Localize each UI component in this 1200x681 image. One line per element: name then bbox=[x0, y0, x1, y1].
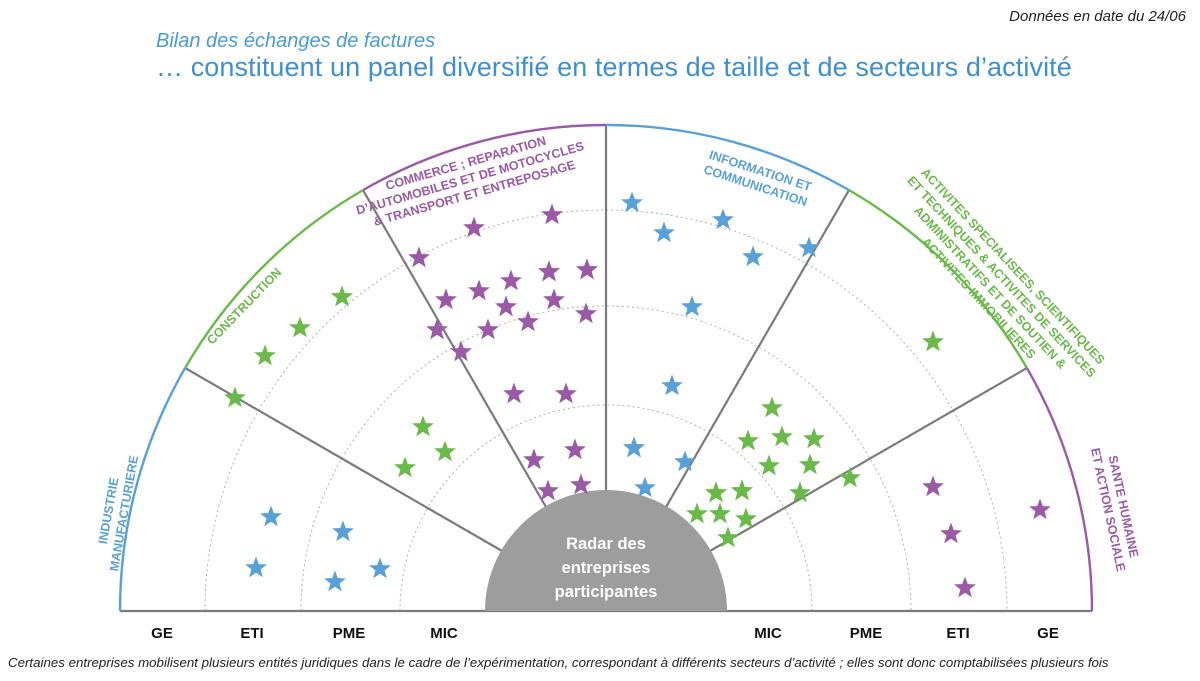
star-industrie-pme bbox=[332, 520, 354, 542]
star-construction-ge bbox=[224, 386, 246, 408]
star-activites-pme bbox=[799, 453, 821, 475]
star-activites-mic bbox=[735, 507, 757, 529]
star-construction-mic bbox=[434, 440, 456, 462]
star-construction-ge bbox=[331, 285, 353, 307]
sector-divider bbox=[708, 367, 1028, 553]
star-sante-eti bbox=[922, 475, 944, 497]
star-information-mic bbox=[623, 436, 645, 458]
star-information-ge bbox=[712, 208, 734, 230]
star-activites-pme bbox=[803, 427, 825, 449]
star-commerce-eti bbox=[517, 310, 539, 332]
star-activites-pme bbox=[789, 481, 811, 503]
page-subtitle: Bilan des échanges de factures bbox=[156, 30, 436, 52]
size-ring bbox=[399, 404, 813, 612]
star-information-pme bbox=[661, 374, 683, 396]
center-label-line: Radar des bbox=[566, 535, 646, 553]
sector-label-line: CONSTRUCTION bbox=[204, 265, 284, 347]
size-label-left: ETI bbox=[240, 625, 263, 642]
star-activites-pme bbox=[758, 454, 780, 476]
star-information-ge bbox=[742, 245, 764, 267]
star-sante-ge bbox=[1029, 498, 1051, 520]
star-construction-ge bbox=[254, 344, 276, 366]
star-activites-mic bbox=[709, 502, 731, 524]
sector-divider bbox=[664, 189, 850, 509]
size-label-right: GE bbox=[1037, 625, 1059, 642]
center-label-line: entreprises bbox=[562, 559, 651, 577]
star-commerce-mic bbox=[570, 473, 592, 495]
star-commerce-mic bbox=[564, 438, 586, 460]
sector-label-construction: CONSTRUCTION bbox=[204, 265, 284, 347]
star-construction-mic bbox=[394, 456, 416, 478]
star-construction-mic bbox=[412, 415, 434, 437]
star-information-ge bbox=[621, 191, 643, 213]
star-commerce-eti bbox=[408, 246, 430, 268]
star-information-mic bbox=[674, 450, 696, 472]
star-information-mic bbox=[634, 476, 656, 498]
star-activites-pme bbox=[737, 429, 759, 451]
sector-arc-construction bbox=[184, 189, 364, 369]
star-commerce-eti bbox=[477, 318, 499, 340]
sector-arc-sante bbox=[1025, 367, 1094, 612]
star-information-eti bbox=[681, 295, 703, 317]
sector-arc-commerce bbox=[362, 123, 607, 192]
size-label-right: ETI bbox=[946, 625, 969, 642]
star-commerce-eti bbox=[495, 295, 517, 317]
star-industrie-pme bbox=[369, 557, 391, 579]
page-title: … constituent un panel diversifié en ter… bbox=[156, 52, 1072, 82]
footnote: Certaines entreprises mobilisent plusieu… bbox=[8, 655, 1109, 670]
star-construction-ge bbox=[289, 316, 311, 338]
size-label-left: MIC bbox=[430, 625, 458, 642]
size-label-left: GE bbox=[151, 625, 173, 642]
star-commerce-ge bbox=[541, 203, 563, 225]
star-commerce-ge bbox=[463, 216, 485, 238]
star-information-ge bbox=[653, 221, 675, 243]
sector-arc-industrie bbox=[118, 367, 187, 612]
size-label-left: PME bbox=[333, 625, 366, 642]
center-hub bbox=[485, 490, 727, 611]
star-commerce-eti bbox=[468, 279, 490, 301]
sector-label-line: ET TECHNIQUES & ACTIVITES DE SERVICES bbox=[904, 174, 1098, 381]
star-information-ge bbox=[798, 236, 820, 258]
star-commerce-eti bbox=[426, 318, 448, 340]
star-sante-eti bbox=[954, 576, 976, 598]
star-activites-ge bbox=[922, 330, 944, 352]
size-label-right: MIC bbox=[754, 625, 782, 642]
star-commerce-eti bbox=[450, 340, 472, 362]
size-label-right: PME bbox=[850, 625, 883, 642]
star-activites-mic bbox=[705, 481, 727, 503]
star-commerce-eti bbox=[435, 288, 457, 310]
size-ring bbox=[204, 209, 1008, 612]
star-industrie-pme bbox=[324, 570, 346, 592]
star-sante-eti bbox=[940, 522, 962, 544]
star-activites-pme bbox=[771, 425, 793, 447]
star-industrie-eti bbox=[245, 556, 267, 578]
star-commerce-eti bbox=[543, 288, 565, 310]
star-commerce-mic bbox=[523, 448, 545, 470]
star-commerce-eti bbox=[538, 260, 560, 282]
star-commerce-mic bbox=[537, 479, 559, 501]
star-commerce-eti bbox=[575, 302, 597, 324]
star-commerce-pme bbox=[555, 382, 577, 404]
center-label-line: participantes bbox=[555, 583, 658, 601]
star-activites-pme bbox=[761, 396, 783, 418]
star-activites-mic bbox=[717, 526, 739, 548]
star-commerce-eti bbox=[500, 269, 522, 291]
star-activites-mic bbox=[686, 502, 708, 524]
date-note: Données en date du 24/06 bbox=[1009, 8, 1186, 25]
star-industrie-eti bbox=[260, 505, 282, 527]
sector-arc-information bbox=[605, 123, 850, 192]
sector-arc-activites bbox=[848, 189, 1028, 369]
star-commerce-pme bbox=[503, 382, 525, 404]
star-activites-pme bbox=[839, 466, 861, 488]
sector-label-activites: ACTIVITES SPECIALISEES, SCIENTIFIQUESET … bbox=[904, 165, 1107, 381]
star-activites-mic bbox=[731, 479, 753, 501]
star-commerce-eti bbox=[576, 258, 598, 280]
